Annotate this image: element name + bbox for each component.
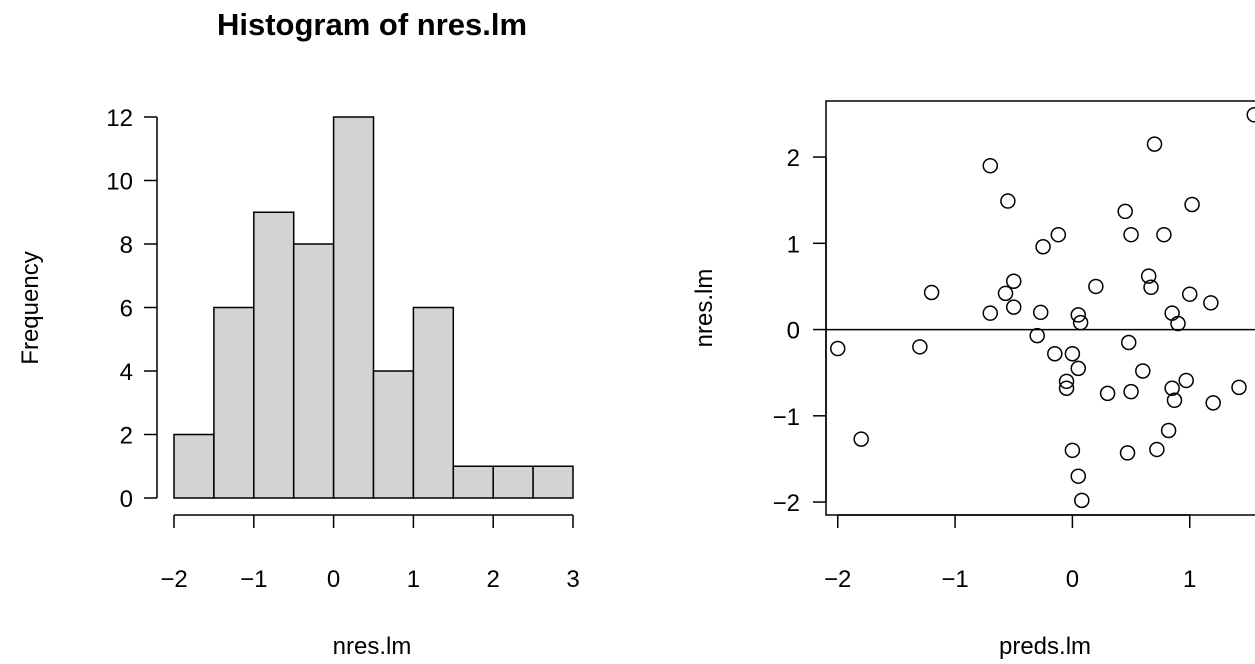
scatter-point — [1058, 380, 1075, 396]
histogram-y-axis-title: Frequency — [17, 251, 44, 364]
scatter-point — [1164, 380, 1180, 396]
scatter-point — [1070, 307, 1087, 323]
scatter-x-tick-label: 1 — [1183, 566, 1196, 593]
scatter-point — [1246, 107, 1255, 123]
histogram-x-tick-label: −1 — [240, 566, 267, 593]
scatter-point — [1032, 304, 1049, 321]
scatter-point — [1072, 314, 1089, 331]
scatter-panel: −2 −1 0 1 −2 −1 0 1 2 preds.lm nres.lm — [691, 100, 1255, 660]
histogram-bar — [452, 465, 494, 499]
scatter-x-tick-label: −2 — [824, 566, 851, 593]
scatter-point — [1035, 239, 1051, 255]
scatter-point — [1178, 372, 1194, 389]
scatter-y-tick-label: 1 — [787, 231, 800, 258]
scatter-x-axis-title: preds.lm — [999, 633, 1091, 660]
histogram-bar — [492, 465, 534, 499]
scatter-point — [1205, 395, 1221, 411]
scatter-y-axis: −2 −1 0 1 2 — [773, 145, 827, 517]
histogram-y-tick-label: 6 — [120, 296, 133, 323]
scatter-point — [997, 285, 1014, 302]
scatter-points — [829, 107, 1255, 509]
scatter-point — [912, 339, 928, 355]
histogram-bar — [372, 370, 415, 499]
histogram-x-tick-label: 0 — [327, 566, 340, 593]
histogram-bar — [532, 465, 574, 499]
histogram-bar — [213, 306, 255, 499]
scatter-point — [1140, 268, 1157, 284]
scatter-point — [1058, 373, 1075, 390]
scatter-point — [923, 284, 940, 301]
scatter-y-tick-label: 0 — [787, 318, 800, 345]
scatter-point — [1070, 468, 1087, 484]
scatter-point — [1156, 226, 1172, 243]
scatter-point — [1164, 305, 1180, 321]
scatter-point — [1005, 273, 1022, 290]
scatter-point — [1074, 492, 1090, 509]
scatter-y-tick-label: −2 — [773, 490, 800, 517]
histogram-title: Histogram of nres.lm — [217, 7, 527, 42]
scatter-point — [1099, 385, 1116, 402]
histogram-y-tick-label: 0 — [120, 486, 133, 513]
scatter-y-axis-title: nres.lm — [691, 269, 718, 348]
scatter-point — [1047, 345, 1063, 362]
histogram-x-axis: −2 −1 0 1 2 3 — [160, 514, 580, 593]
scatter-x-tick-label: 0 — [1066, 566, 1079, 593]
scatter-point — [1005, 299, 1022, 315]
scatter-point — [853, 431, 869, 447]
scatter-point — [982, 305, 999, 321]
histogram-y-tick-label: 4 — [120, 359, 133, 386]
scatter-point — [1070, 360, 1087, 377]
histogram-y-tick-label: 12 — [106, 105, 133, 132]
histogram-x-tick-label: −2 — [160, 566, 187, 593]
scatter-point — [1143, 279, 1159, 296]
scatter-point — [1119, 445, 1136, 461]
scatter-point — [1123, 383, 1139, 400]
histogram-bar — [292, 243, 335, 499]
scatter-point — [1123, 226, 1139, 243]
histogram-y-tick-label: 2 — [120, 423, 133, 450]
scatter-point — [1117, 203, 1133, 220]
histogram-x-tick-label: 1 — [407, 566, 420, 593]
scatter-point — [1135, 363, 1151, 379]
scatter-point — [1160, 422, 1177, 439]
scatter-x-tick-label: −1 — [941, 566, 968, 593]
scatter-point — [1000, 193, 1016, 209]
scatter-point — [829, 340, 846, 357]
histogram-x-tick-label: 3 — [566, 566, 579, 593]
histogram-y-tick-label: 10 — [106, 169, 133, 196]
scatter-point — [1146, 136, 1163, 152]
scatter-point — [1170, 315, 1186, 332]
histogram-bar — [253, 211, 295, 499]
histogram-y-tick-label: 8 — [120, 232, 133, 259]
scatter-point — [982, 157, 999, 174]
scatter-point — [1064, 345, 1081, 362]
histogram-bar — [412, 306, 455, 499]
scatter-point — [1166, 392, 1183, 409]
histogram-panel: Histogram of nres.lm −2 −1 0 1 2 3 024681012 … — [17, 7, 580, 660]
scatter-point — [1029, 327, 1045, 344]
histogram-x-axis-title: nres.lm — [333, 633, 412, 660]
scatter-point — [1203, 295, 1219, 311]
scatter-point — [1050, 226, 1067, 243]
scatter-x-axis: −2 −1 0 1 — [824, 514, 1196, 593]
histogram-y-axis: 0 2 4 6 8 10 12 — [106, 105, 158, 513]
histogram-bar — [332, 116, 375, 499]
scatter-point — [1120, 334, 1137, 351]
scatter-point — [1064, 442, 1081, 459]
scatter-point — [1149, 441, 1165, 458]
histogram-bar — [173, 433, 215, 499]
scatter-point — [1184, 196, 1200, 213]
scatter-point — [1181, 286, 1198, 302]
scatter-point — [1231, 379, 1247, 396]
scatter-y-tick-label: −1 — [773, 404, 800, 431]
histogram-x-tick-label: 2 — [487, 566, 500, 593]
scatter-y-tick-label: 2 — [787, 145, 800, 172]
scatter-plot-box — [825, 100, 1255, 516]
histogram-bars — [173, 116, 574, 499]
scatter-point — [1088, 278, 1104, 295]
